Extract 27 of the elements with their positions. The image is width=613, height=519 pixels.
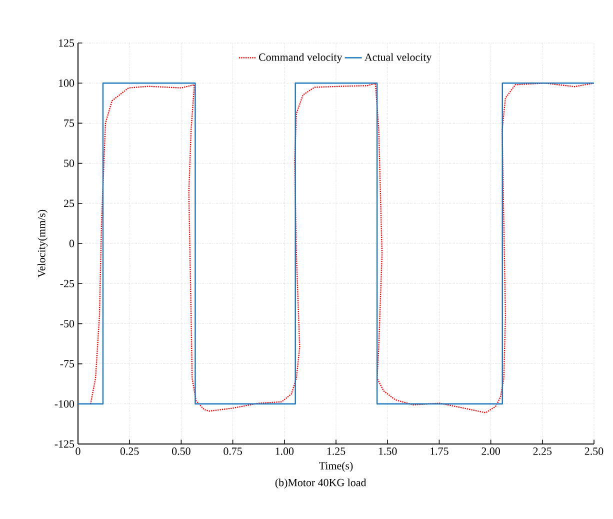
y-tick-label: -125: [54, 440, 74, 448]
y-tick-label: 125: [59, 39, 74, 47]
legend-label: Actual velocity: [364, 53, 432, 64]
x-tick-label: 0.25: [120, 448, 139, 455]
y-tick-label: -25: [60, 280, 74, 288]
x-tick-label: 2.00: [482, 448, 500, 455]
x-tick-label: 2.50: [584, 448, 604, 455]
x-tick-label: 1.00: [276, 448, 294, 455]
x-tick-label: 2.25: [533, 448, 552, 455]
x-tick-label: 1.25: [327, 448, 346, 455]
y-tick-label: -100: [54, 400, 74, 408]
y-tick-label: 75: [64, 120, 74, 127]
x-tick-label: 0.75: [224, 448, 242, 455]
y-tick-label: 25: [64, 200, 74, 208]
y-tick-label: 100: [59, 79, 74, 87]
y-tick-label: -75: [60, 360, 74, 368]
x-tick-label: 1.50: [378, 448, 397, 455]
x-tick-label: 0: [76, 448, 80, 455]
y-tick-label: 50: [64, 160, 74, 167]
x-tick-label: 0.50: [172, 448, 190, 455]
legend-label: Command velocity: [258, 53, 342, 64]
text: (b)Motor 40KG load: [275, 478, 366, 489]
y-tick-label: -50: [60, 320, 74, 328]
x-axis-title: Time(s): [319, 462, 353, 472]
y-axis-title: Velocity(mm/s): [38, 210, 48, 278]
y-tick-label: 0: [69, 240, 74, 248]
x-tick-label: 1.75: [430, 448, 448, 455]
